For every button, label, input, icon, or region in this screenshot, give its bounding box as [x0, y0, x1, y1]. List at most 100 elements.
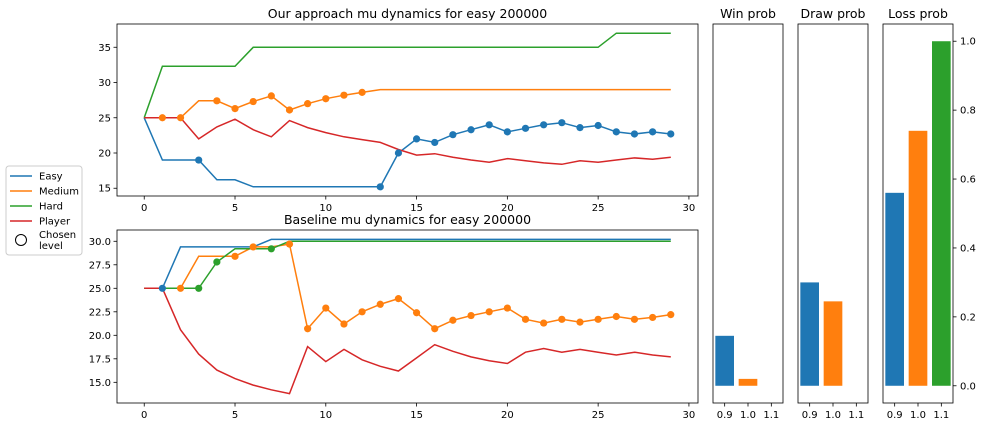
- chosen-level-point: [340, 91, 348, 99]
- chosen-level-point: [358, 308, 366, 316]
- x-tick-label: 25: [592, 203, 605, 214]
- chosen-level-point: [231, 104, 239, 113]
- x-tick-label: 0.9: [717, 410, 733, 421]
- chosen-level-point: [649, 313, 657, 322]
- line-panel-our-approach: Our approach mu dynamics for easy 200000…: [98, 6, 699, 214]
- series-line-hard: [144, 240, 671, 290]
- chosen-level-point: [431, 325, 439, 333]
- chosen-level-point: [158, 284, 166, 292]
- chosen-level-point: [594, 121, 602, 130]
- chosen-level-point: [503, 128, 511, 136]
- chosen-level-point: [322, 304, 330, 312]
- chosen-level-point: [158, 114, 166, 122]
- y-tick-label: 0.2: [960, 312, 976, 323]
- x-tick-label: 0.9: [802, 410, 818, 421]
- x-tick-label: 10: [319, 410, 332, 421]
- x-tick-label: 20: [501, 203, 514, 214]
- x-tick-label: 15: [410, 203, 423, 214]
- chosen-level-point: [431, 138, 439, 147]
- chosen-level-point: [376, 183, 384, 191]
- chosen-level-point: [195, 284, 203, 292]
- chosen-level-point: [267, 92, 275, 100]
- chosen-level-point: [630, 315, 639, 323]
- chart-title: Draw prob: [800, 6, 865, 21]
- x-tick-label: 30: [683, 203, 696, 214]
- legend-frame: [5, 165, 83, 256]
- chosen-level-point: [249, 97, 257, 106]
- series-line-player: [144, 287, 671, 395]
- chosen-level-point: [195, 156, 203, 164]
- chosen-level-point: [412, 309, 421, 317]
- y-tick-label: 0.8: [960, 106, 976, 117]
- y-tick-label: 20: [98, 149, 111, 160]
- chosen-level-point: [340, 320, 348, 328]
- legend-label-hard: Hard: [39, 202, 63, 213]
- chosen-level-point: [485, 308, 493, 316]
- bar-0.9: [885, 192, 904, 386]
- chosen-level-point: [176, 114, 185, 122]
- chosen-level-point: [176, 284, 185, 292]
- y-tick-label: 30.0: [89, 237, 111, 248]
- y-tick-label: 0.6: [960, 175, 976, 186]
- chosen-level-point: [231, 252, 239, 260]
- chart-title: Win prob: [720, 6, 776, 21]
- x-tick-label: 30: [683, 410, 696, 421]
- legend-label-chosen: Chosen: [39, 230, 76, 241]
- y-tick-label: 0.0: [960, 381, 976, 392]
- bar-1.1: [932, 41, 951, 386]
- chart-title: Loss prob: [888, 6, 948, 21]
- x-tick-label: 1.0: [740, 410, 756, 421]
- chosen-level-point: [304, 100, 312, 108]
- y-tick-label: 0.4: [960, 243, 976, 254]
- chosen-level-point: [594, 315, 602, 323]
- bar-1.0: [823, 301, 843, 386]
- chosen-level-point: [285, 240, 294, 248]
- x-tick-label: 0: [141, 203, 147, 214]
- chosen-level-point: [322, 95, 330, 103]
- x-tick-label: 0: [141, 410, 147, 421]
- chosen-level-point: [467, 311, 475, 320]
- series-line-medium: [144, 88, 671, 119]
- chosen-level-point: [249, 243, 257, 251]
- y-tick-label: 22.5: [89, 307, 111, 318]
- chosen-level-point: [213, 258, 221, 266]
- y-tick-label: 1.0: [960, 37, 976, 48]
- chosen-level-point: [558, 315, 566, 323]
- chosen-level-point: [285, 106, 294, 114]
- legend-label-easy: Easy: [39, 172, 63, 183]
- x-tick-label: 1.1: [763, 410, 779, 421]
- y-tick-label: 35: [98, 43, 111, 54]
- x-tick-label: 5: [232, 410, 238, 421]
- bar-1.0: [738, 378, 758, 386]
- chosen-level-point: [213, 97, 221, 105]
- y-tick-label: 25: [98, 113, 111, 124]
- y-tick-label: 15.0: [89, 378, 111, 389]
- y-tick-label: 17.5: [89, 354, 111, 365]
- chosen-level-point: [521, 124, 530, 132]
- chosen-level-point: [267, 245, 275, 253]
- axes-frame: [116, 229, 699, 404]
- line-panel-baseline: Baseline mu dynamics for easy 200000 0 5 10…: [89, 212, 699, 421]
- legend-label-level: level: [39, 241, 63, 252]
- y-tick-label: 20.0: [89, 331, 111, 342]
- bar-panel-loss-prob: Loss prob 0.9 1.0 1.1 0.0 0.2 0.4 0.6 0.8 1.0: [882, 6, 976, 421]
- bar-panel-win-prob: Win prob 0.9 1.0 1.1: [712, 6, 784, 421]
- chosen-level-point: [485, 121, 493, 129]
- chosen-level-point: [394, 295, 403, 303]
- chosen-level-point: [521, 315, 530, 323]
- y-tick-label: 30: [98, 78, 111, 89]
- bar-0.9: [800, 282, 819, 386]
- legend-chosen-marker: [15, 234, 27, 246]
- x-tick-label: 1.0: [910, 410, 926, 421]
- x-tick-label: 1.1: [933, 410, 949, 421]
- line-panels: Our approach mu dynamics for easy 200000…: [89, 6, 699, 421]
- x-tick-label: 15: [410, 410, 423, 421]
- chosen-level-point: [667, 311, 675, 319]
- y-tick-label: 27.5: [89, 260, 111, 271]
- x-tick-label: 0.9: [887, 410, 903, 421]
- x-tick-label: 25: [592, 410, 605, 421]
- chosen-level-point: [576, 124, 584, 132]
